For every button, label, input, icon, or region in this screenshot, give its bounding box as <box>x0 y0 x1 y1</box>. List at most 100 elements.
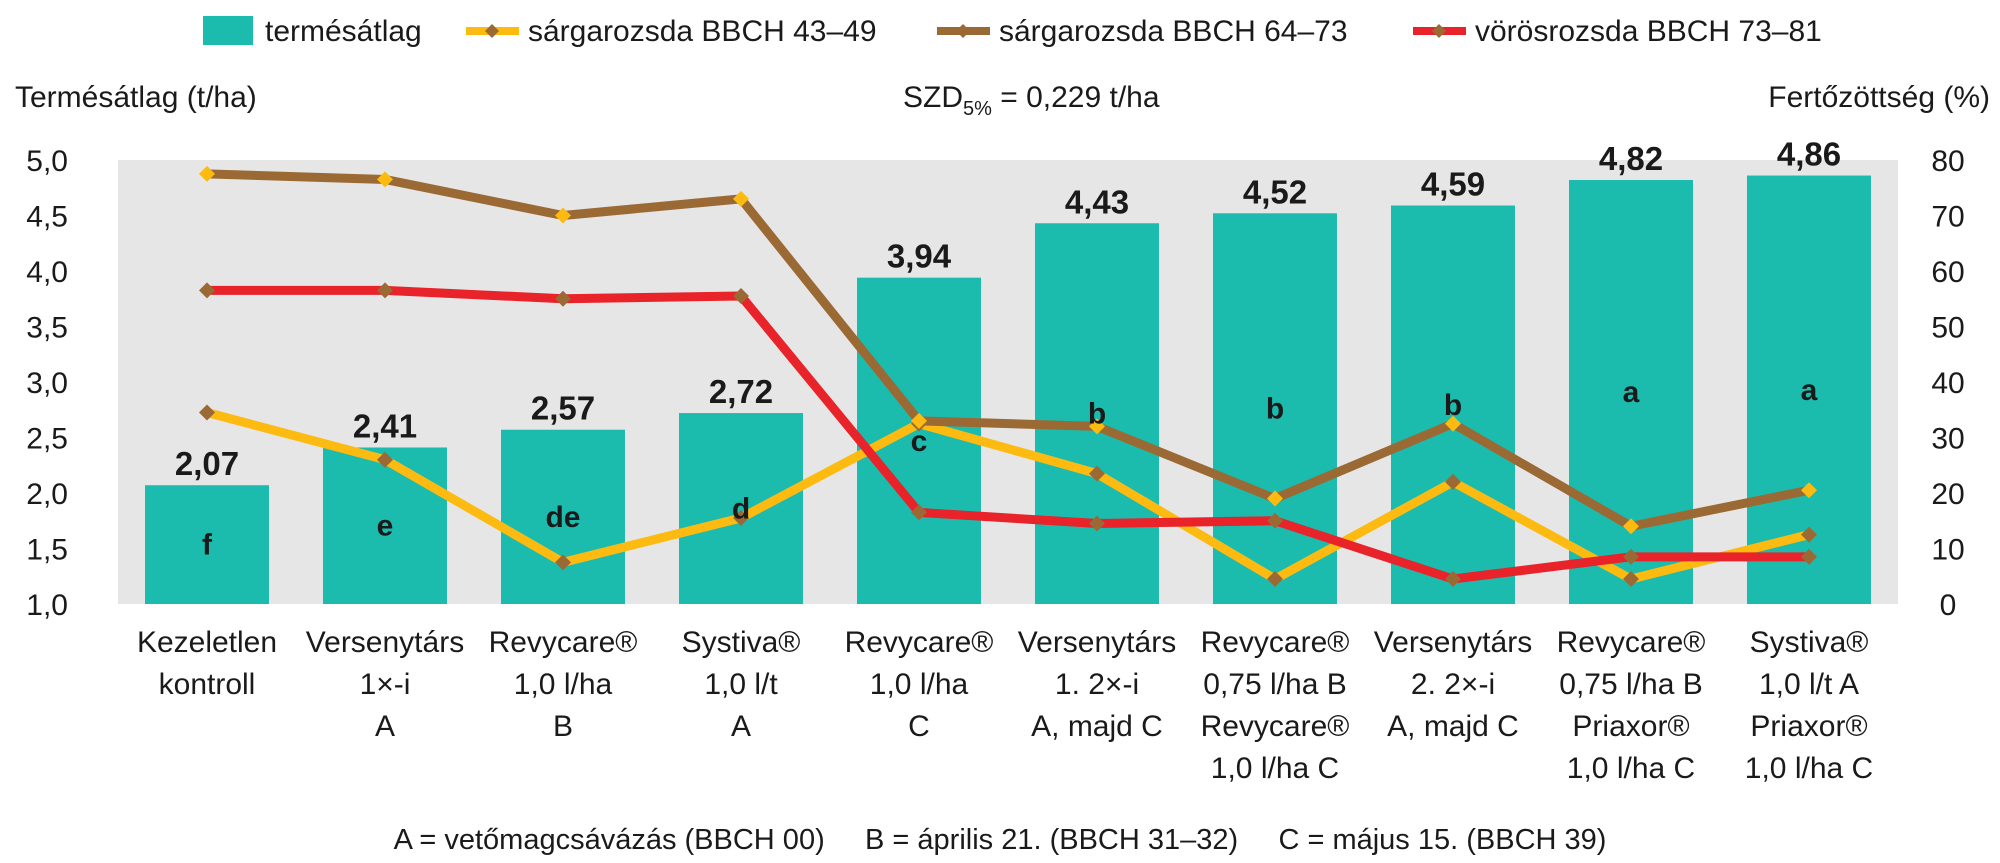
category-label: C <box>908 710 930 743</box>
right-tick-label: 40 <box>1931 367 1964 400</box>
left-tick-label: 4,5 <box>26 201 68 234</box>
data-point-marker <box>199 165 215 182</box>
category-label: Revycare® <box>845 626 994 659</box>
bar-value-label: 4,82 <box>1599 140 1663 177</box>
left-tick-label: 1,0 <box>26 589 68 622</box>
category-labels: Kezeletlen kontroll Versenytárs 1×-i A Revyca… <box>137 626 1873 785</box>
category-label: Revycare® <box>1201 626 1350 659</box>
data-point-marker <box>1267 512 1283 529</box>
legend-swatch <box>203 16 253 45</box>
legend-label: vörösrozsda BBCH 73–81 <box>1475 15 1822 48</box>
data-point-marker <box>733 509 749 526</box>
data-point-marker <box>199 282 215 299</box>
bar-value-label: 4,52 <box>1243 173 1307 210</box>
left-tick-label: 1,5 <box>26 534 68 567</box>
category-label: 1,0 l/ha C <box>1745 752 1873 785</box>
significance-letter: de <box>545 501 580 534</box>
series-line <box>202 285 1814 584</box>
left-axis-title: Termésátlag (t/ha) <box>15 81 257 114</box>
data-point-marker <box>1801 548 1817 565</box>
category-label: Kezeletlen <box>137 626 277 659</box>
significance-letter: b <box>1088 398 1106 431</box>
right-tick-label: 10 <box>1931 534 1964 567</box>
bar <box>1391 205 1515 604</box>
data-point-marker <box>1801 482 1817 499</box>
legend-marker <box>485 24 499 38</box>
data-point-marker <box>555 554 571 571</box>
footnote: A = vetőmagcsávázás (BBCH 00) B = áprili… <box>394 824 1607 856</box>
bar <box>323 447 447 604</box>
data-point-marker <box>1089 515 1105 532</box>
category-label: Revycare® <box>1201 710 1350 743</box>
data-point-marker <box>555 290 571 307</box>
category-label: B <box>553 710 573 743</box>
szd-annotation: SZD5% = 0,229 t/ha <box>903 81 1160 120</box>
right-tick-label: 70 <box>1931 201 1964 234</box>
significance-letter: a <box>1801 374 1818 407</box>
data-point-marker <box>1445 473 1461 490</box>
series-line <box>202 169 1814 531</box>
bar <box>679 413 803 604</box>
left-tick-label: 3,0 <box>26 367 68 400</box>
data-point-marker <box>1623 548 1639 565</box>
data-point-marker <box>377 282 393 299</box>
category-label: Systiva® <box>1750 626 1869 659</box>
category-label: 1. 2×-i <box>1055 668 1139 701</box>
bar-value-label: 2,72 <box>709 373 773 410</box>
category-label: A, majd C <box>1387 710 1519 743</box>
left-tick-label: 4,0 <box>26 256 68 289</box>
data-point-marker <box>1089 418 1105 435</box>
category-label: Revycare® <box>489 626 638 659</box>
significance-letter: d <box>732 493 750 526</box>
category-label: Priaxor® <box>1750 710 1867 743</box>
legend-marker <box>956 24 970 38</box>
left-tick-label: 2,5 <box>26 423 68 456</box>
series-line <box>202 408 1814 584</box>
right-tick-label: 80 <box>1931 145 1964 178</box>
data-point-marker <box>1801 526 1817 543</box>
data-point-marker <box>1267 571 1283 588</box>
right-tick-label: 30 <box>1931 423 1964 456</box>
bar <box>145 485 269 604</box>
data-point-marker <box>733 287 749 304</box>
category-label: 1,0 l/ha C <box>1211 752 1339 785</box>
category-label: kontroll <box>159 668 256 701</box>
category-label: A <box>375 710 395 743</box>
category-label: 0,75 l/ha B <box>1203 668 1346 701</box>
right-tick-label: 0 <box>1940 589 1957 622</box>
bar-value-label: 2,07 <box>175 445 239 482</box>
szd-subscript: 5% <box>963 98 992 120</box>
data-point-marker <box>1623 571 1639 588</box>
right-tick-label: 50 <box>1931 312 1964 345</box>
significance-letter: f <box>202 529 213 562</box>
category-label: A, majd C <box>1031 710 1163 743</box>
category-label: 1×-i <box>360 668 411 701</box>
category-label: Revycare® <box>1557 626 1706 659</box>
data-point-marker <box>911 412 927 429</box>
bar-value-label: 4,86 <box>1777 136 1841 173</box>
category-label: A <box>731 710 751 743</box>
right-tick-label: 20 <box>1931 478 1964 511</box>
legend-label: termésátlag <box>265 15 422 48</box>
data-point-marker <box>1445 415 1461 432</box>
legend-label: sárgarozsda BBCH 64–73 <box>999 15 1348 48</box>
bar-value-label: 2,41 <box>353 407 417 444</box>
bar-labels: 2,07 f 2,41 e 2,57 de 2,72 d 3,94 c 4,43 b 4,52 b 4,59… <box>175 136 1841 562</box>
series-lines <box>199 165 1817 588</box>
category-label: 1,0 l/ha <box>514 668 613 701</box>
right-axis-title: Fertőzöttség (%) <box>1768 81 1990 114</box>
data-point-marker <box>377 451 393 468</box>
category-label: Priaxor® <box>1572 710 1689 743</box>
significance-letter: e <box>377 510 394 543</box>
data-point-marker <box>1445 571 1461 588</box>
category-label: 1,0 l/t A <box>1759 668 1859 701</box>
category-label: Versenytárs <box>306 626 464 659</box>
left-axis-ticks: 1,0 1,5 2,0 2,5 3,0 3,5 4,0 4,5 5,0 <box>26 145 68 622</box>
data-point-marker <box>377 171 393 188</box>
data-point-marker <box>1267 490 1283 507</box>
category-label: Versenytárs <box>1374 626 1532 659</box>
szd-prefix: SZD <box>903 81 963 114</box>
bar <box>501 429 625 604</box>
